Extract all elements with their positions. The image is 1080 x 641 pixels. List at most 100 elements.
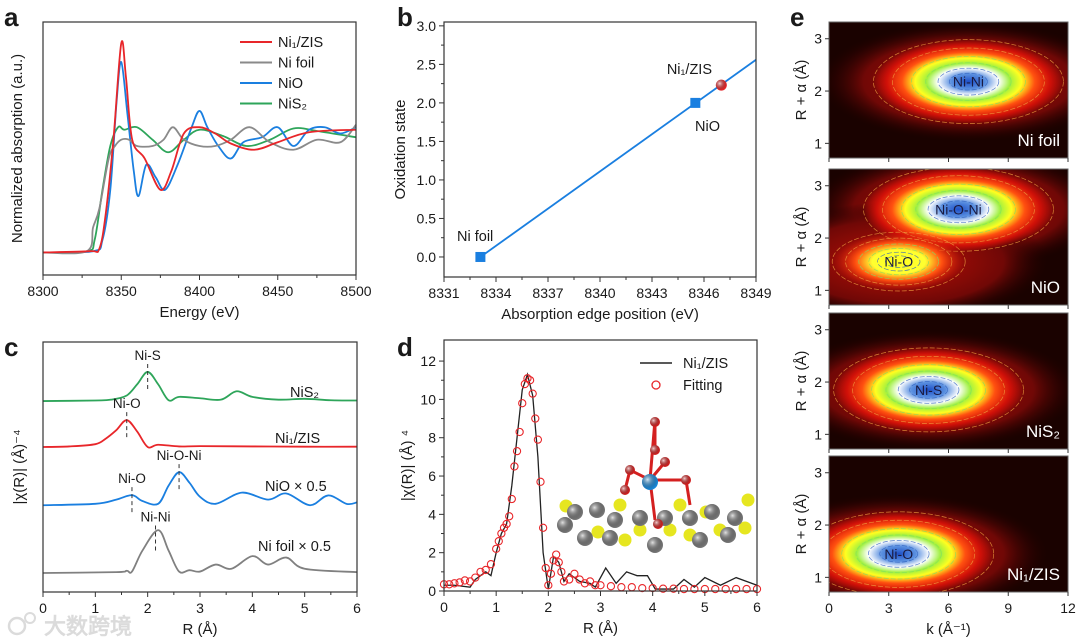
fitting-point — [554, 558, 563, 567]
point-label: Ni foil — [457, 229, 493, 245]
x-tick-label: 0 — [825, 600, 833, 616]
y-tick-label: 12 — [420, 353, 436, 369]
map-area: Ni-Ni — [829, 22, 1068, 158]
y-tick-label: 2.0 — [417, 95, 437, 111]
contour-line — [892, 47, 1045, 116]
panel-label-a: a — [4, 2, 19, 32]
fitting-point — [596, 581, 605, 590]
fitting-point — [445, 580, 454, 589]
series-line — [42, 61, 357, 254]
x-tick-label: 9 — [1004, 600, 1012, 616]
contour-line — [863, 169, 1054, 252]
y-tick-label: 2 — [428, 545, 436, 561]
series-label: NiS₂ — [290, 385, 319, 401]
atom-shade — [660, 457, 670, 467]
fitting-point — [591, 581, 600, 590]
map-area: Ni-S — [829, 313, 1068, 449]
series-line-ni1zis — [444, 372, 758, 590]
sulfur-atom — [673, 498, 687, 512]
map-sample-label: Ni₁/ZIS — [1007, 565, 1060, 584]
fitting-point — [465, 577, 475, 586]
sulfur-atom — [741, 493, 755, 507]
atom-shade — [625, 465, 635, 475]
data-point-square — [690, 97, 701, 108]
series-label: NiO × 0.5 — [265, 479, 327, 495]
fitting-point — [638, 583, 647, 593]
x-tick-label: 6 — [753, 599, 761, 615]
legend-label: Ni₁/ZIS — [683, 356, 728, 372]
fitting-point — [742, 584, 751, 594]
fitting-point — [617, 583, 626, 592]
y-tick-label: 1 — [814, 426, 822, 442]
contour-line — [901, 183, 1016, 235]
atom-shade — [557, 517, 573, 533]
x-tick-label: 12 — [1060, 600, 1076, 616]
x-tick-label: 3 — [597, 599, 605, 615]
x-tick-label: 8500 — [340, 283, 371, 299]
x-tick-label: 3 — [885, 600, 893, 616]
data-point-square — [475, 251, 486, 262]
y-tick-label: 2 — [814, 517, 822, 533]
x-tick-label: 8300 — [27, 283, 58, 299]
y-tick-label: 0.5 — [417, 210, 437, 226]
x-axis-label: R (Å) — [583, 620, 618, 637]
fitting-point — [481, 565, 490, 575]
sulfur-atom — [633, 523, 647, 537]
contour-line — [949, 72, 988, 91]
fitting-point — [450, 579, 459, 588]
x-tick-label: 6 — [353, 600, 361, 616]
fitting-point — [538, 523, 548, 532]
peak-label: Ni-Ni — [141, 510, 171, 525]
contour-line — [939, 200, 978, 219]
data-point-highlight — [715, 79, 727, 91]
contour-line — [882, 175, 1035, 244]
legend-swatch-circle — [651, 380, 661, 390]
x-axis-label: k (Å⁻¹) — [926, 621, 971, 638]
x-tick-label: 0 — [440, 599, 448, 615]
peak-label: Ni-O — [113, 396, 141, 411]
x-tick-label: 6 — [945, 600, 953, 616]
sulfur-atom — [618, 533, 632, 547]
fitting-point — [510, 462, 519, 471]
contour-line — [871, 364, 986, 416]
y-tick-label: 8 — [428, 430, 436, 446]
fitting-point — [492, 544, 501, 553]
x-tick-label: 8450 — [262, 283, 293, 299]
y-axis-label: Normalized absorption (a.u.) — [9, 54, 26, 243]
fitting-point — [536, 477, 545, 486]
x-axis-label: Energy (eV) — [159, 304, 239, 321]
fitting-point — [471, 573, 480, 582]
legend-label: NiO — [278, 76, 303, 92]
x-tick-label: 8334 — [480, 285, 511, 301]
y-axis-label: R + α (Å) — [793, 351, 810, 412]
y-tick-label: 1.5 — [417, 133, 437, 149]
series-line — [42, 419, 358, 449]
peak-label: Ni-S — [135, 348, 161, 363]
y-tick-label: 1.0 — [417, 172, 437, 188]
contour-line — [879, 545, 919, 563]
series-label: Ni foil × 0.5 — [258, 539, 331, 555]
panel-label-b: b — [397, 2, 413, 32]
atom-shade — [620, 485, 630, 495]
fitting-point — [486, 560, 496, 569]
x-tick-label: 4 — [248, 600, 256, 616]
x-tick-label: 8337 — [532, 285, 563, 301]
fitting-point — [552, 550, 561, 559]
atom-shade — [704, 504, 720, 520]
x-tick-label: 2 — [544, 599, 552, 615]
point-label: NiO — [695, 119, 720, 135]
x-axis-label: Absorption edge position (eV) — [501, 306, 699, 323]
heat-peak — [863, 169, 1054, 252]
watermark-logo-ring — [7, 616, 27, 636]
contour-line — [868, 248, 929, 276]
fitting-point — [690, 584, 699, 594]
fitting-point — [525, 376, 535, 385]
heat-peak — [833, 347, 1024, 432]
contour-line — [925, 62, 1012, 101]
legend-label: NiS₂ — [278, 97, 307, 113]
contour-line — [909, 381, 948, 399]
contour-line — [829, 519, 976, 588]
x-axis-label: R (Å) — [183, 621, 218, 638]
